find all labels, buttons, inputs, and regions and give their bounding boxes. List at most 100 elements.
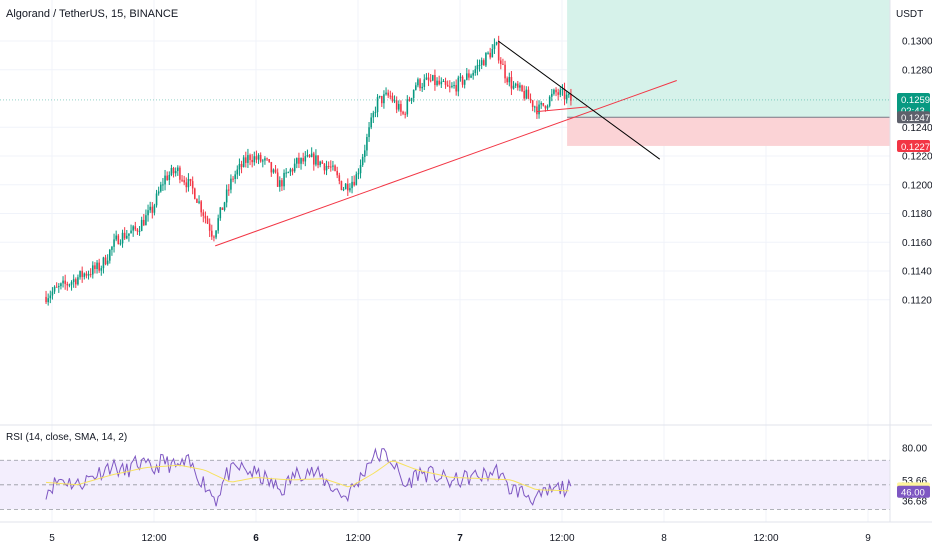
candle-159: [383, 90, 385, 109]
candle-148: [359, 159, 362, 179]
candle-187: [442, 79, 445, 83]
time-tick-3: 12:00: [345, 533, 370, 544]
candle-213: [497, 35, 500, 64]
candle-52: [155, 189, 158, 208]
rsi-line: [45, 447, 572, 507]
candle-23: [94, 262, 96, 274]
candle-244: [563, 82, 566, 106]
trendline-0[interactable]: [215, 80, 677, 247]
candle-170: [406, 95, 409, 117]
candle-100: [257, 153, 260, 165]
candle-128: [317, 155, 319, 169]
candle-196: [461, 75, 464, 88]
candle-90: [236, 165, 239, 180]
candle-45: [140, 216, 143, 232]
candle-46: [143, 213, 145, 227]
time-tick-0: 5: [49, 533, 55, 544]
candle-175: [417, 77, 419, 88]
candle-162: [389, 90, 392, 100]
time-tick-8: 9: [865, 533, 871, 544]
price-tick-0: 0.1300: [902, 37, 932, 48]
candle-208: [487, 51, 489, 55]
candle-151: [366, 133, 368, 157]
candle-220: [512, 81, 515, 90]
candle-104: [266, 157, 268, 162]
candle-192: [453, 81, 455, 89]
candle-85: [225, 184, 228, 208]
candle-6: [58, 283, 60, 293]
candle-47: [145, 209, 147, 226]
candle-137: [336, 166, 338, 179]
candle-16: [79, 270, 81, 280]
time-tick-2: 6: [253, 533, 259, 544]
candle-207: [485, 52, 487, 68]
candle-245: [565, 91, 568, 104]
candle-221: [514, 82, 517, 88]
candle-53: [157, 186, 160, 196]
candle-119: [298, 152, 300, 169]
candle-130: [321, 160, 324, 165]
candle-48: [147, 204, 149, 222]
trendline-2[interactable]: [536, 106, 588, 113]
candle-239: [553, 88, 555, 96]
candle-181: [429, 74, 432, 83]
candle-17: [81, 266, 83, 283]
price-tick-1: 0.1280: [902, 65, 932, 76]
candle-61: [174, 167, 177, 177]
candle-73: [200, 200, 202, 217]
candle-84: [223, 201, 226, 212]
candle-190: [449, 80, 451, 93]
candle-64: [181, 175, 183, 183]
candle-11: [68, 283, 71, 288]
candle-161: [387, 89, 389, 99]
candle-237: [548, 95, 551, 108]
rsi-title: RSI (14, close, SMA, 14, 2): [6, 432, 128, 443]
candle-8: [62, 276, 64, 288]
candle-183: [434, 69, 436, 91]
candle-70: [194, 187, 196, 200]
candle-234: [542, 102, 545, 107]
candle-75: [204, 211, 207, 224]
candle-82: [219, 206, 222, 221]
candle-79: [213, 235, 215, 242]
candle-0: [45, 290, 47, 305]
candle-93: [242, 155, 245, 168]
candle-216: [504, 60, 506, 84]
candle-68: [189, 178, 192, 187]
currency-label[interactable]: USDT: [896, 9, 924, 20]
candle-94: [245, 151, 247, 168]
candle-34: [117, 233, 120, 245]
candle-74: [202, 209, 205, 223]
candle-201: [472, 70, 474, 80]
entry-badge: 0.1247: [897, 111, 930, 124]
candle-49: [149, 201, 151, 213]
svg-text:0.1247: 0.1247: [901, 113, 930, 124]
candle-176: [419, 77, 421, 92]
candle-91: [238, 158, 241, 176]
candle-92: [240, 160, 243, 174]
candle-138: [338, 172, 341, 185]
candle-10: [66, 281, 69, 291]
candle-21: [89, 268, 92, 278]
candle-200: [470, 73, 472, 79]
candle-3: [51, 287, 54, 300]
candle-27: [102, 256, 105, 274]
candle-15: [77, 274, 79, 286]
candle-110: [279, 176, 281, 192]
candle-223: [519, 82, 521, 92]
candle-167: [400, 100, 402, 116]
candle-121: [302, 152, 304, 165]
candle-158: [381, 95, 383, 107]
candle-246: [568, 92, 570, 98]
candle-80: [215, 230, 217, 240]
candle-78: [211, 224, 213, 240]
price-tick-3: 0.1220: [902, 152, 932, 163]
candle-204: [478, 59, 481, 72]
candle-51: [153, 203, 156, 216]
candle-184: [436, 77, 438, 87]
candle-205: [480, 57, 483, 70]
loss-zone: [567, 117, 890, 146]
candle-217: [506, 76, 508, 85]
